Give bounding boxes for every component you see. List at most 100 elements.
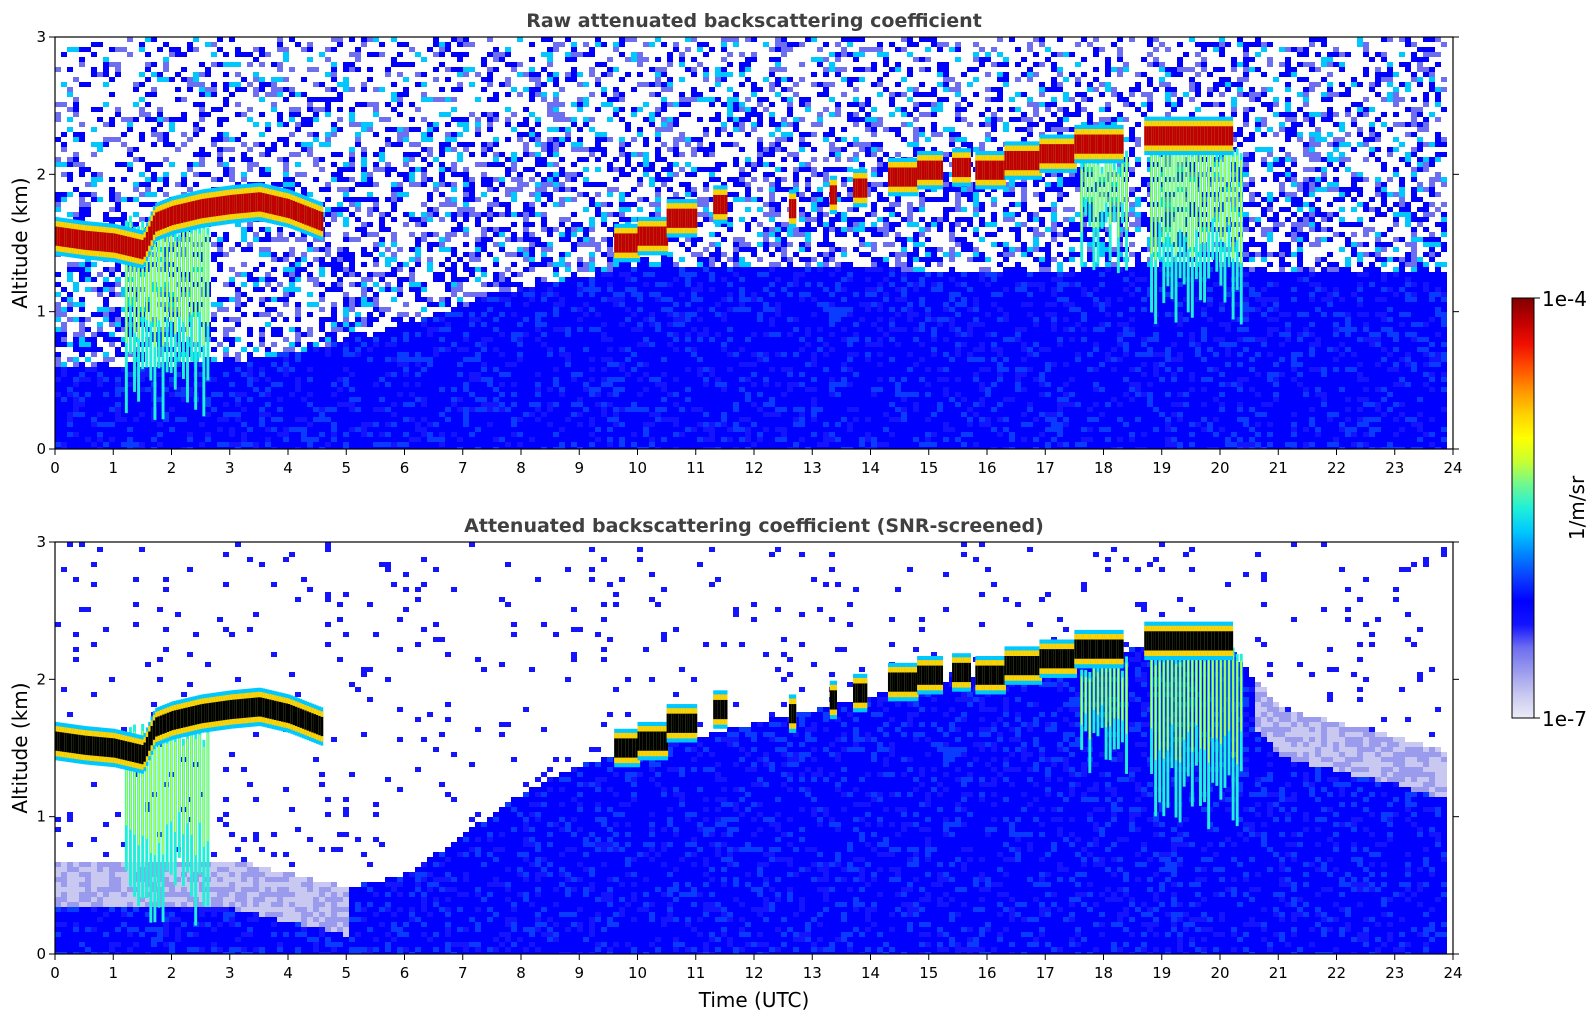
heatmap-cell — [319, 267, 325, 272]
heatmap-cell — [583, 192, 589, 197]
heatmap-cell — [385, 257, 391, 262]
heatmap-cell — [553, 417, 559, 422]
heatmap-cell — [583, 437, 589, 442]
heatmap-cell — [247, 377, 253, 382]
heatmap-cell — [193, 427, 199, 432]
heatmap-cell — [451, 287, 457, 292]
heatmap-cell — [367, 232, 373, 237]
heatmap-cell — [253, 367, 259, 372]
heatmap-cell — [205, 392, 211, 397]
heatmap-cell — [301, 187, 307, 192]
heatmap-cell — [469, 362, 475, 367]
heatmap-cell — [619, 352, 625, 357]
heatmap-cell — [277, 282, 283, 287]
heatmap-cell — [289, 402, 295, 407]
heatmap-cell — [307, 107, 313, 112]
heatmap-cell — [205, 382, 211, 387]
heatmap-cell — [469, 372, 475, 377]
heatmap-cell — [415, 367, 421, 372]
heatmap-cell — [61, 437, 67, 442]
heatmap-cell — [589, 412, 595, 417]
heatmap-cell — [487, 282, 493, 287]
heatmap-cell — [331, 377, 337, 382]
heatmap-cell — [349, 262, 355, 267]
heatmap-cell — [457, 122, 463, 127]
heatmap-cell — [199, 62, 205, 67]
heatmap-cell — [307, 422, 313, 427]
heatmap-cell — [433, 387, 439, 392]
heatmap-cell — [121, 292, 127, 297]
heatmap-cell — [409, 387, 415, 392]
heatmap-cell — [235, 422, 241, 427]
heatmap-cell — [553, 117, 559, 122]
heatmap-cell — [151, 127, 157, 132]
heatmap-cell — [403, 277, 409, 282]
heatmap-cell — [259, 237, 265, 242]
heatmap-cell — [133, 222, 139, 227]
heatmap-cell — [247, 62, 253, 67]
heatmap-cell — [361, 167, 367, 172]
heatmap-cell — [589, 202, 595, 207]
heatmap-cell — [541, 187, 547, 192]
heatmap-cell — [361, 442, 367, 447]
heatmap-cell — [403, 127, 409, 132]
heatmap-cell — [349, 257, 355, 262]
heatmap-cell — [529, 222, 535, 227]
heatmap-cell — [511, 342, 517, 347]
heatmap-cell — [571, 402, 577, 407]
heatmap-cell — [181, 377, 187, 382]
heatmap-cell — [589, 277, 595, 282]
heatmap-cell — [451, 272, 457, 277]
heatmap-cell — [535, 72, 541, 77]
heatmap-cell — [421, 407, 427, 412]
heatmap-cell — [451, 147, 457, 152]
heatmap-cell — [595, 62, 601, 67]
heatmap-cell — [643, 307, 649, 312]
heatmap-cell — [547, 417, 553, 422]
heatmap-cell — [433, 212, 439, 217]
heatmap-cell — [319, 367, 325, 372]
heatmap-cell — [241, 292, 247, 297]
heatmap-cell — [409, 217, 415, 222]
heatmap-cell — [61, 147, 67, 152]
heatmap-cell — [427, 137, 433, 142]
heatmap-cell — [379, 387, 385, 392]
heatmap-cell — [475, 317, 481, 322]
heatmap-cell — [385, 167, 391, 172]
heatmap-cell — [493, 292, 499, 297]
heatmap-cell — [355, 417, 361, 422]
heatmap-cell — [277, 232, 283, 237]
heatmap-cell — [73, 152, 79, 157]
heatmap-cell — [499, 177, 505, 182]
heatmap-cell — [589, 282, 595, 287]
heatmap-cell — [421, 387, 427, 392]
heatmap-cell — [247, 222, 253, 227]
heatmap-cell — [175, 72, 181, 77]
heatmap-cell — [103, 442, 109, 447]
heatmap-cell — [517, 417, 523, 422]
heatmap-cell — [109, 177, 115, 182]
heatmap-cell — [613, 442, 619, 447]
heatmap-cell — [463, 387, 469, 392]
heatmap-cell — [67, 157, 73, 162]
heatmap-cell — [457, 322, 463, 327]
heatmap-cell — [547, 247, 553, 252]
heatmap-cell — [151, 437, 157, 442]
heatmap-cell — [361, 227, 367, 232]
heatmap-cell — [457, 87, 463, 92]
heatmap-cell — [55, 162, 61, 167]
heatmap-cell — [475, 397, 481, 402]
heatmap-cell — [427, 347, 433, 352]
heatmap-cell — [553, 177, 559, 182]
heatmap-cell — [259, 142, 265, 147]
heatmap-cell — [211, 392, 217, 397]
heatmap-cell — [97, 432, 103, 437]
heatmap-cell — [373, 397, 379, 402]
heatmap-cell — [577, 237, 583, 242]
heatmap-cell — [547, 282, 553, 287]
heatmap-cell — [271, 422, 277, 427]
heatmap-cell — [415, 242, 421, 247]
heatmap-cell — [115, 422, 121, 427]
heatmap-cell — [331, 257, 337, 262]
heatmap-cell — [631, 372, 637, 377]
